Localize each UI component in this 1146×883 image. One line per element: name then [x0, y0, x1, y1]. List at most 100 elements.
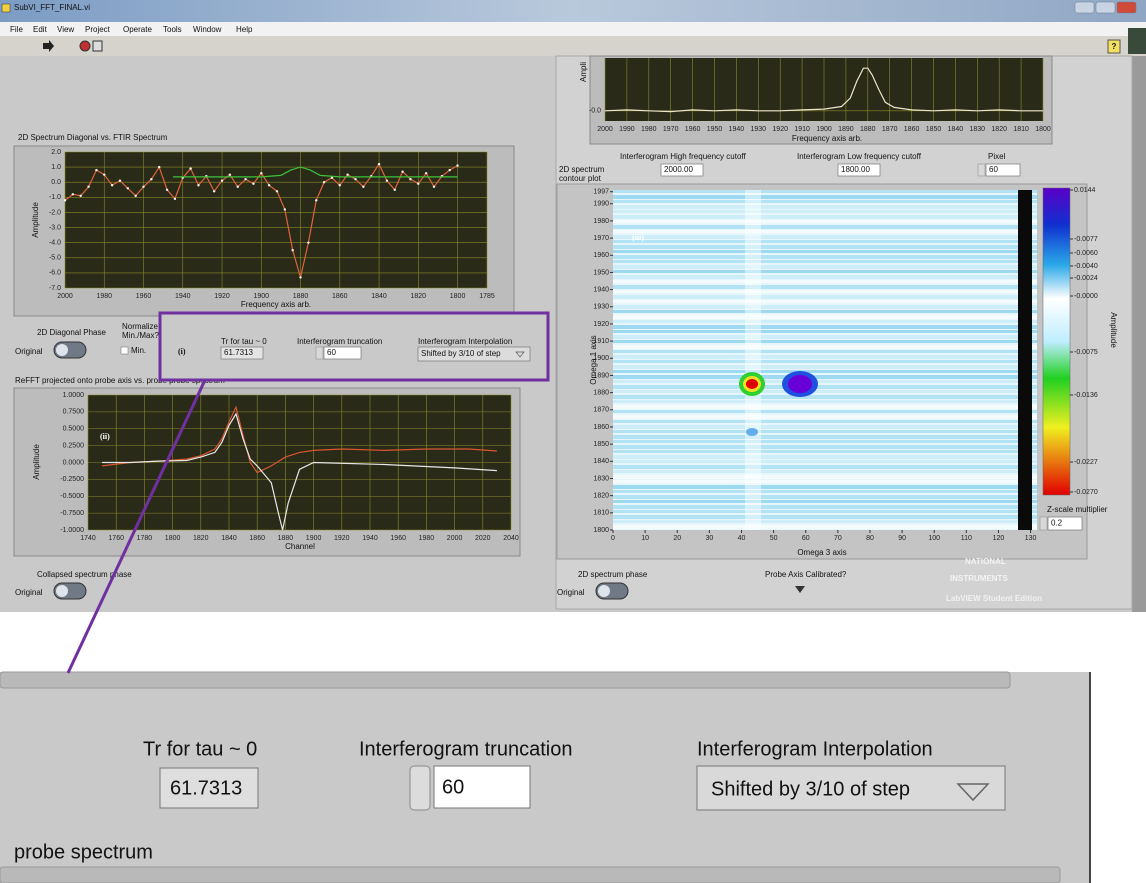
menu-item[interactable]: Tools [163, 25, 182, 34]
contour-stripe [613, 455, 1037, 459]
numeric-input-value: 2000.00 [664, 165, 693, 174]
abort-button[interactable] [80, 41, 90, 51]
y-tick-label: 1870 [593, 407, 609, 414]
menu-item[interactable]: Operate [123, 25, 152, 34]
data-point [260, 172, 262, 174]
contour-stripe [613, 335, 1037, 339]
numeric-input-value: 1800.00 [841, 165, 870, 174]
y-tick-label: -1.0 [49, 194, 61, 201]
contour-stripe [613, 525, 1037, 529]
colorbar-label: 0.0144 [1074, 187, 1096, 194]
x-tick-label: 1990 [619, 126, 635, 133]
x-tick-label: 1880 [278, 535, 294, 542]
y-tick-label: 1980 [593, 218, 609, 225]
contour-stripe [613, 345, 1037, 349]
zoom-bevel [0, 672, 1010, 688]
panel-edge [1132, 56, 1146, 612]
x-tick-label: 1830 [970, 126, 986, 133]
menu-item[interactable]: Project [85, 25, 111, 34]
data-point [401, 170, 403, 172]
x-tick-label: 1880 [860, 126, 876, 133]
menu-item[interactable]: Help [236, 25, 253, 34]
contour-stripe [613, 435, 1037, 439]
title-bar [0, 0, 1146, 22]
help-text: ? [1112, 42, 1117, 51]
window-button[interactable] [1096, 2, 1115, 13]
control-label: 2D spectrum phase [578, 570, 648, 579]
spinner[interactable] [978, 164, 985, 176]
contour-stripe [613, 380, 1037, 383]
y-tick-label: -4.0 [49, 240, 61, 247]
contour-stripe [613, 240, 1037, 243]
watermark: INSTRUMENTS [950, 574, 1008, 583]
data-point [456, 164, 458, 166]
spinner[interactable] [1040, 517, 1047, 530]
contour-stripe [613, 200, 1037, 203]
x-tick-label: 1970 [663, 126, 679, 133]
x-tick-label: 1980 [419, 535, 435, 542]
y-tick-label: -0.7500 [60, 510, 84, 517]
data-point [64, 199, 66, 201]
spinner[interactable] [316, 347, 323, 359]
data-point [111, 184, 113, 186]
control-label: Collapsed spectrum phase [37, 570, 132, 579]
data-point [449, 169, 451, 171]
y-tick-label: 1830 [593, 475, 609, 482]
zoom-label: Tr for tau ~ 0 [143, 738, 257, 760]
zoom-value: 60 [442, 776, 464, 798]
x-tick-label: 1850 [926, 126, 942, 133]
y-tick-label: -6.0 [49, 270, 61, 277]
zoom-caption: probe spectrum [14, 841, 153, 863]
menu-item[interactable]: Window [193, 25, 222, 34]
pause-button[interactable] [93, 41, 102, 51]
y-tick-label: 1820 [593, 493, 609, 500]
x-tick-label: 1840 [371, 293, 387, 300]
x-tick-label: 1980 [96, 293, 112, 300]
zoom-spinner[interactable] [410, 766, 430, 810]
menu-item[interactable]: View [57, 25, 74, 34]
y-axis-label: Amplitude [31, 202, 40, 238]
data-point [80, 195, 82, 197]
y-tick-label: 1840 [593, 458, 609, 465]
x-tick-label: 1940 [175, 293, 191, 300]
contour-stripe [613, 245, 1037, 249]
data-point [237, 186, 239, 188]
x-tick-label: 1900 [816, 126, 832, 133]
y-tick-label: -0.5000 [60, 493, 84, 500]
y-tick-label: -3.0 [49, 224, 61, 231]
x-tick-label: 2000 [447, 535, 463, 542]
contour-stripe [613, 235, 1037, 239]
data-point [409, 178, 411, 180]
contour-stripe [613, 440, 1037, 443]
x-tick-label: 1860 [332, 293, 348, 300]
data-point [158, 166, 160, 168]
data-point [299, 276, 301, 278]
x-tick-label: 1960 [685, 126, 701, 133]
x-tick-label: 40 [738, 535, 746, 542]
contour-stripe [613, 205, 1037, 209]
x-axis-label: Frequency axis arb. [241, 300, 311, 309]
control-label: Min./Max? [122, 331, 159, 340]
y-axis-label: Amplitude [32, 444, 41, 480]
contour-stripe [613, 300, 1037, 303]
y-tick-label: 0.7500 [63, 409, 85, 416]
contour-stripe [613, 220, 1037, 223]
contour-stripe [613, 355, 1037, 359]
contour-stripe [613, 515, 1037, 519]
data-point [213, 190, 215, 192]
data-point [127, 187, 129, 189]
checkbox[interactable] [121, 347, 128, 354]
numeric-indicator-value: 61.7313 [224, 348, 253, 357]
contour-stripe [613, 260, 1037, 263]
data-point [323, 181, 325, 183]
menu-item[interactable]: Edit [33, 25, 48, 34]
contour-stripe [613, 215, 1037, 219]
window-button[interactable] [1075, 2, 1094, 13]
contour-stripe [613, 370, 1037, 373]
menu-item[interactable]: File [10, 25, 23, 34]
contour-stripe [613, 280, 1037, 283]
data-point [433, 186, 435, 188]
numeric-input-value: 60 [989, 165, 998, 174]
control-label: Probe Axis Calibrated? [765, 570, 847, 579]
window-button[interactable] [1117, 2, 1136, 13]
